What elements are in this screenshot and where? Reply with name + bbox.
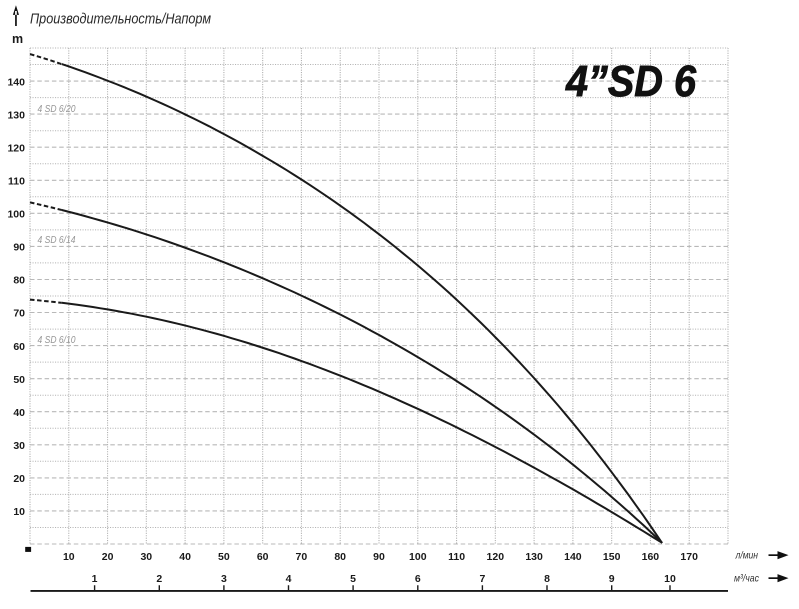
svg-text:140: 140 bbox=[7, 76, 25, 88]
svg-text:110: 110 bbox=[8, 176, 25, 188]
svg-text:90: 90 bbox=[13, 242, 25, 254]
svg-text:20: 20 bbox=[102, 551, 114, 563]
svg-text:70: 70 bbox=[13, 308, 25, 320]
svg-text:40: 40 bbox=[179, 551, 191, 563]
svg-text:4 SD 6/20: 4 SD 6/20 bbox=[38, 104, 76, 115]
svg-text:1: 1 bbox=[92, 573, 98, 585]
svg-text:m: m bbox=[12, 32, 23, 46]
svg-text:120: 120 bbox=[487, 551, 505, 563]
svg-text:7: 7 bbox=[479, 573, 485, 585]
svg-text:4: 4 bbox=[286, 573, 292, 585]
svg-text:4 SD 6/10: 4 SD 6/10 bbox=[38, 335, 76, 346]
svg-text:4 SD 6/14: 4 SD 6/14 bbox=[38, 235, 76, 246]
svg-text:3: 3 bbox=[221, 573, 227, 585]
svg-text:70: 70 bbox=[296, 551, 308, 563]
svg-text:Производительность/Напорм: Производительность/Напорм bbox=[30, 10, 211, 27]
svg-text:60: 60 bbox=[13, 341, 25, 353]
svg-text:60: 60 bbox=[257, 551, 269, 563]
svg-text:20: 20 bbox=[13, 473, 25, 485]
svg-text:10: 10 bbox=[63, 551, 75, 563]
svg-text:м³/час: м³/час bbox=[734, 573, 760, 585]
svg-text:170: 170 bbox=[680, 551, 698, 563]
svg-text:90: 90 bbox=[373, 551, 385, 563]
svg-text:130: 130 bbox=[7, 109, 25, 121]
svg-text:100: 100 bbox=[409, 551, 427, 563]
svg-text:6: 6 bbox=[415, 573, 421, 585]
svg-text:80: 80 bbox=[13, 275, 25, 287]
svg-text:160: 160 bbox=[642, 551, 660, 563]
svg-text:140: 140 bbox=[564, 551, 582, 563]
svg-text:30: 30 bbox=[13, 440, 25, 452]
svg-text:9: 9 bbox=[609, 573, 615, 585]
svg-text:50: 50 bbox=[13, 374, 25, 386]
svg-text:100: 100 bbox=[7, 209, 25, 221]
svg-text:л/мин: л/мин bbox=[735, 550, 758, 562]
svg-text:8: 8 bbox=[544, 573, 550, 585]
svg-text:10: 10 bbox=[13, 506, 25, 518]
svg-text:30: 30 bbox=[140, 551, 152, 563]
svg-text:120: 120 bbox=[7, 142, 25, 154]
svg-text:150: 150 bbox=[603, 551, 621, 563]
svg-text:50: 50 bbox=[218, 551, 230, 563]
svg-text:80: 80 bbox=[334, 551, 346, 563]
svg-text:130: 130 bbox=[525, 551, 543, 563]
svg-text:110: 110 bbox=[448, 551, 465, 563]
svg-text:2: 2 bbox=[156, 573, 162, 585]
svg-text:40: 40 bbox=[13, 407, 25, 419]
svg-text:5: 5 bbox=[350, 573, 356, 585]
svg-text:4”SD 6: 4”SD 6 bbox=[565, 58, 697, 106]
svg-text:10: 10 bbox=[664, 573, 676, 585]
